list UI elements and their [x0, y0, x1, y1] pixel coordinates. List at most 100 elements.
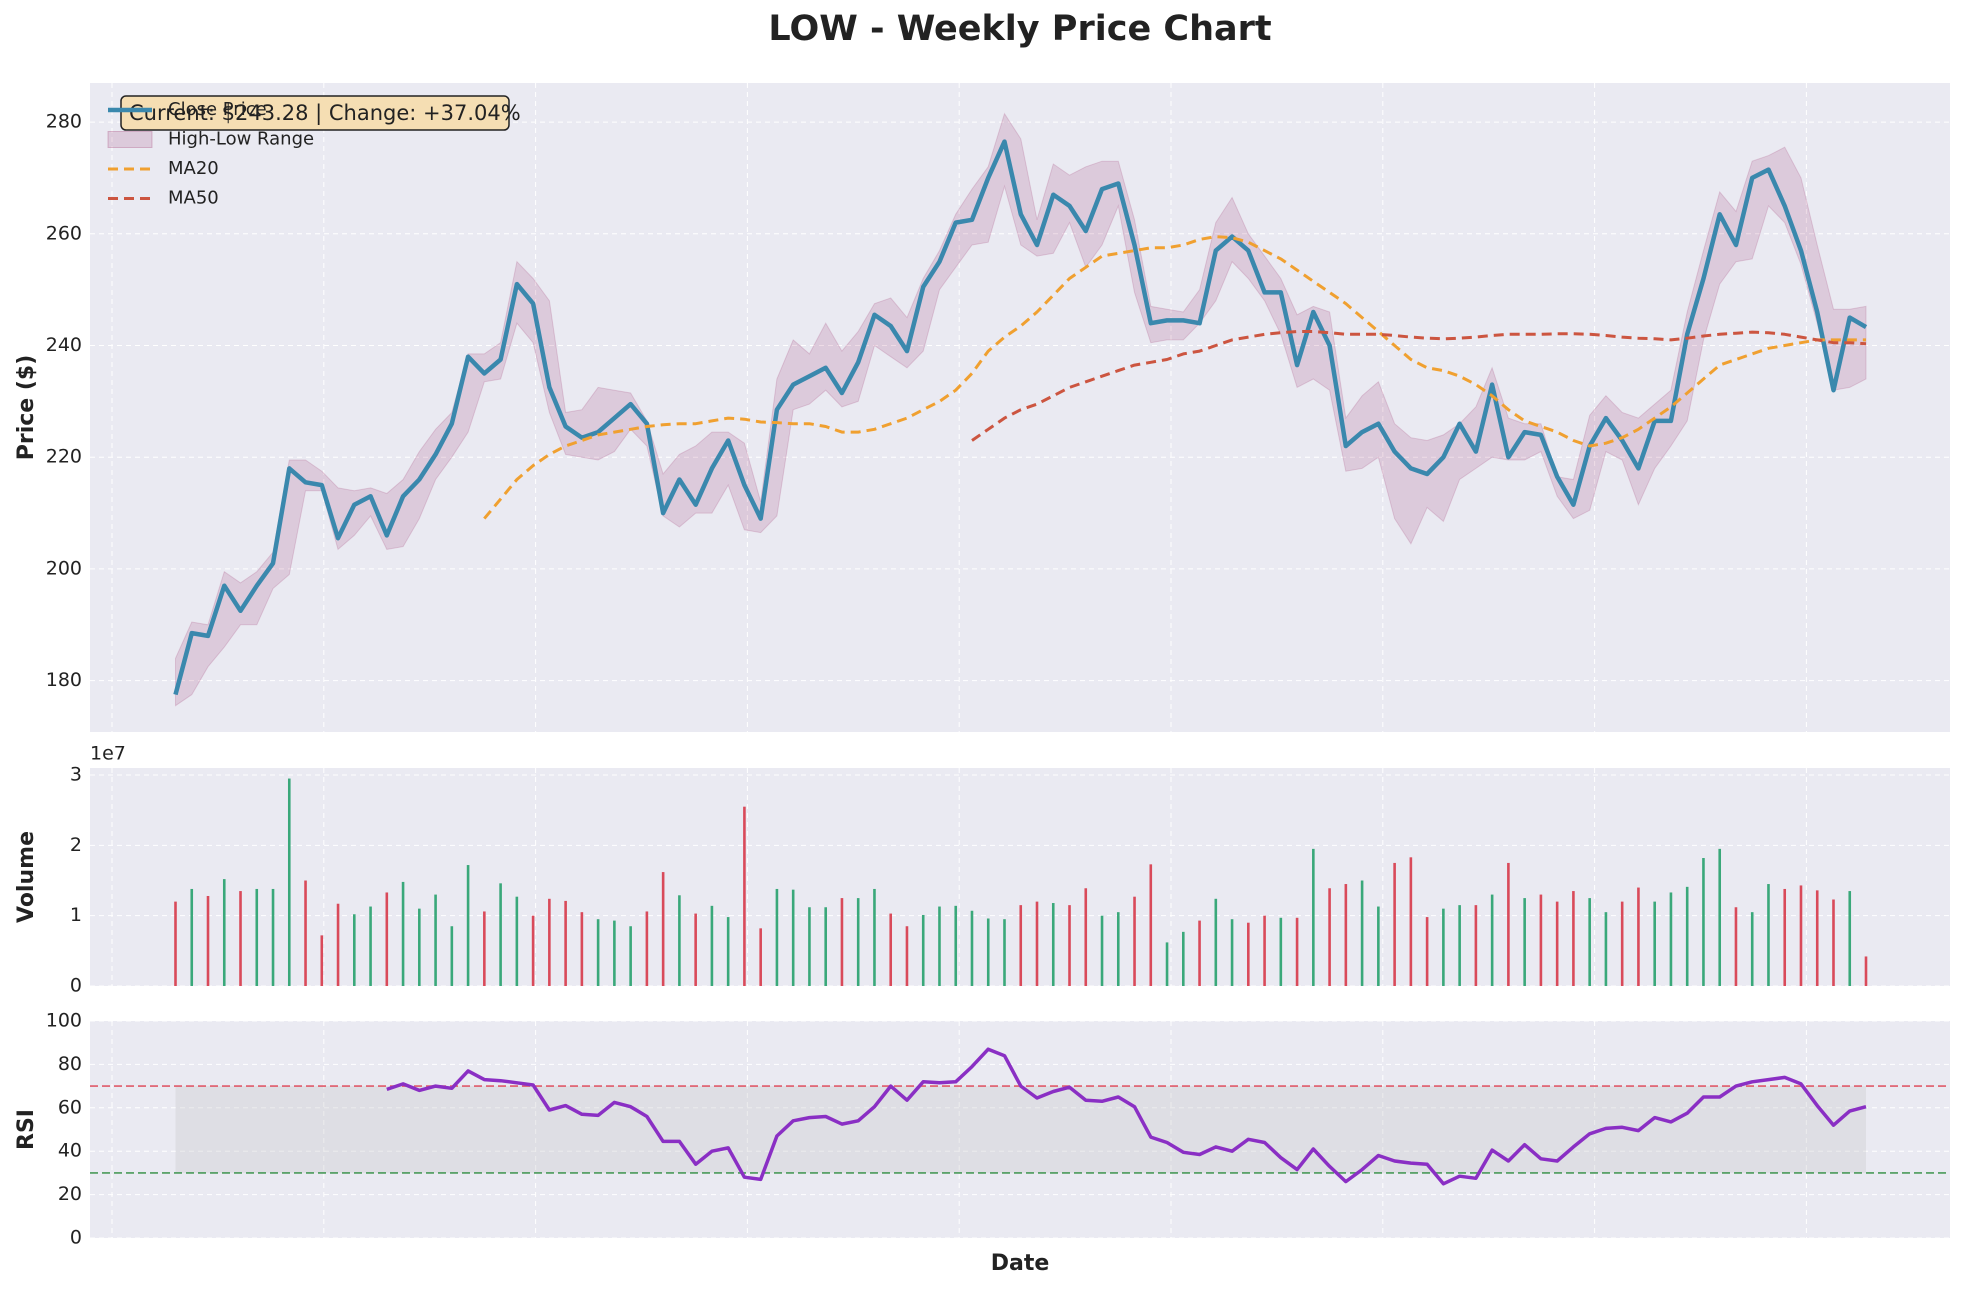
volume-bar [1685, 886, 1689, 986]
volume-bar [808, 907, 811, 986]
volume-bar [174, 901, 177, 986]
volume-bar [1702, 858, 1705, 986]
volume-bar [775, 888, 779, 986]
volume-bar [1718, 848, 1722, 986]
volume-bar [271, 888, 275, 986]
volume-bar [190, 888, 194, 986]
y-tick-label: 180 [46, 669, 82, 691]
volume-bar [986, 918, 990, 986]
y-tick-label: 40 [58, 1140, 82, 1162]
volume-bar [1815, 890, 1819, 986]
volume-bar [1230, 919, 1234, 986]
volume-bar [499, 883, 502, 986]
volume-bar [1425, 917, 1429, 986]
volume-bar [726, 917, 730, 986]
volume-bar [287, 778, 291, 986]
volume-bar [1377, 906, 1380, 986]
y-tick-label: 280 [46, 111, 82, 133]
annotation-box [120, 95, 510, 131]
volume-bar [743, 806, 746, 986]
volume-bar [1490, 894, 1494, 986]
volume-bar [401, 881, 405, 986]
volume-bar [515, 896, 519, 986]
neutral-zone [175, 1086, 1866, 1173]
volume-bar [1149, 864, 1153, 986]
volume-bar [1620, 901, 1624, 986]
volume-bar [320, 935, 324, 986]
volume-bar [1263, 915, 1266, 986]
volume-bar [1133, 896, 1136, 986]
volume-bar [1442, 908, 1445, 986]
volume-bar [580, 912, 584, 986]
volume-bar [1409, 857, 1413, 986]
volume-bar [613, 920, 616, 986]
y-tick-label: 0 [70, 975, 82, 997]
y-tick-label: 60 [58, 1096, 82, 1118]
volume-bar [1393, 862, 1396, 986]
volume-bar [1604, 912, 1608, 986]
volume-bar [824, 907, 827, 986]
volume-bar [1637, 887, 1640, 986]
volume-bar [1165, 942, 1169, 986]
volume-bar [629, 926, 632, 986]
plot-area [90, 83, 1950, 732]
moving-average-line [483, 235, 1866, 520]
volume-bar [1116, 912, 1120, 986]
volume-bar [450, 926, 454, 986]
volume-bar [840, 898, 844, 986]
rsi-line [386, 1047, 1867, 1186]
volume-bar [1539, 894, 1543, 986]
volume-bar [1068, 905, 1071, 986]
volume-bar [1328, 888, 1331, 986]
volume-bar [1848, 891, 1852, 986]
volume-bar [1523, 898, 1526, 986]
volume-bar [1572, 891, 1575, 986]
volume-bar [856, 898, 860, 986]
volume-bar [1864, 956, 1868, 986]
volume-bar [954, 905, 958, 986]
volume-bar [1295, 917, 1299, 986]
y-tick-label: 260 [46, 222, 82, 244]
volume-bar [1344, 884, 1348, 986]
volume-bar [1474, 905, 1478, 986]
y-tick-label: 100 [46, 1010, 82, 1032]
volume-bar [434, 894, 437, 986]
volume-bar [1832, 899, 1835, 986]
volume-bar [1247, 922, 1250, 986]
volume-bar [970, 910, 974, 986]
legend-label: Close Price [168, 99, 267, 120]
volume-bar [1588, 898, 1591, 986]
volume-bar [645, 911, 649, 986]
volume-bar [596, 919, 600, 986]
volume-bar [661, 872, 665, 986]
volume-bar [1312, 848, 1315, 986]
volume-bar [336, 903, 340, 986]
volume-bar [1783, 888, 1787, 986]
volume-bar [1799, 885, 1803, 986]
volume-bar [938, 906, 941, 986]
volume-bar [531, 915, 535, 986]
volume-bar [889, 913, 893, 986]
volume-bar [369, 906, 372, 986]
volume-bar [791, 889, 795, 986]
y-tick-label: 2 [70, 834, 82, 856]
volume-bar [1507, 862, 1510, 986]
volume-bar [921, 914, 925, 986]
legend-swatch [107, 131, 153, 148]
volume-bar [905, 926, 909, 986]
volume-bar [206, 895, 210, 986]
x-axis-label: Date [991, 1251, 1050, 1276]
volume-bar [353, 914, 356, 986]
y-tick-label: 200 [46, 557, 82, 579]
moving-average-line [971, 330, 1867, 442]
volume-bar [548, 898, 551, 986]
volume-bar [873, 888, 876, 986]
volume-bar [222, 879, 226, 986]
high-low-band [175, 112, 1867, 707]
y-tick-label: 80 [58, 1053, 82, 1075]
volume-bar [1019, 905, 1023, 986]
volume-bar [1198, 920, 1201, 986]
volume-bar [1214, 898, 1218, 986]
volume-bar [1750, 912, 1754, 986]
